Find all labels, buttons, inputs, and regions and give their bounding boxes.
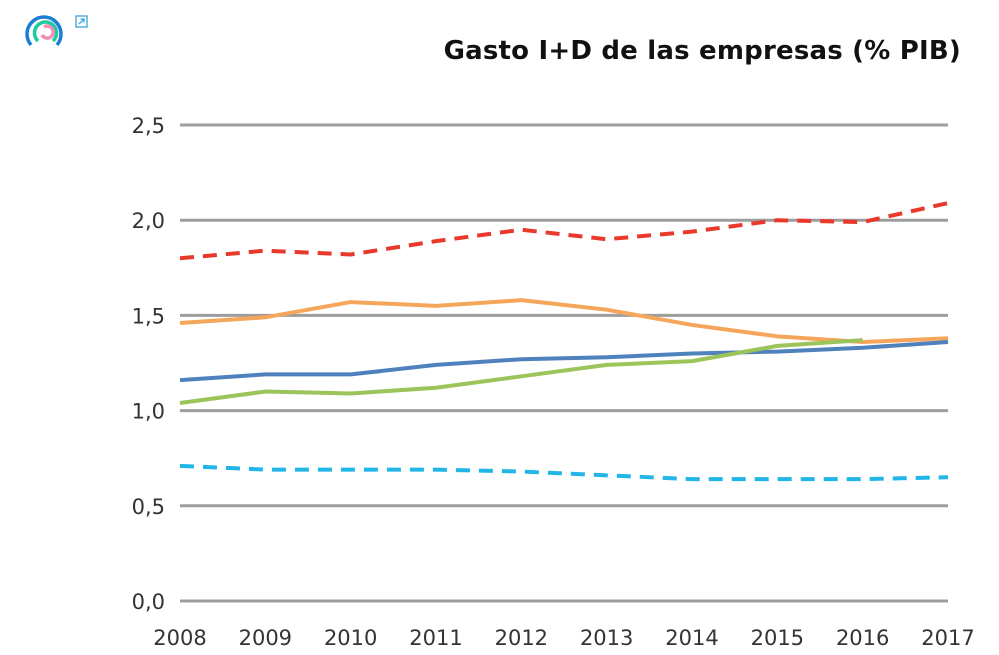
ring-logo-icon (25, 15, 63, 47)
y-tick-label: 2,5 (132, 114, 165, 138)
x-tick-label: 2012 (495, 626, 548, 650)
x-tick-label: 2014 (665, 626, 718, 650)
x-tick-label: 2010 (324, 626, 377, 650)
series-line-4 (179, 338, 863, 405)
logo (22, 12, 92, 61)
y-tick-label: 0,5 (132, 495, 165, 519)
chart-title: Gasto I+D de las empresas (% PIB) (443, 36, 961, 66)
y-tick-label: 0,0 (132, 590, 165, 614)
x-tick-label: 2016 (836, 626, 889, 650)
x-tick-label: 2009 (239, 626, 292, 650)
x-tick-label: 2013 (580, 626, 633, 650)
x-tick-label: 2011 (409, 626, 462, 650)
x-tick-label: 2008 (153, 626, 206, 650)
series-line-3 (179, 340, 949, 383)
y-tick-label: 1,0 (132, 400, 165, 424)
series-line-2 (179, 298, 949, 345)
series-line-5 (179, 463, 949, 482)
series-line-1 (179, 201, 949, 261)
x-tick-label: 2015 (751, 626, 804, 650)
x-tick-label: 2017 (921, 626, 974, 650)
external-link-icon[interactable] (75, 15, 88, 28)
y-tick-label: 1,5 (132, 304, 165, 328)
y-tick-label: 2,0 (132, 209, 165, 233)
